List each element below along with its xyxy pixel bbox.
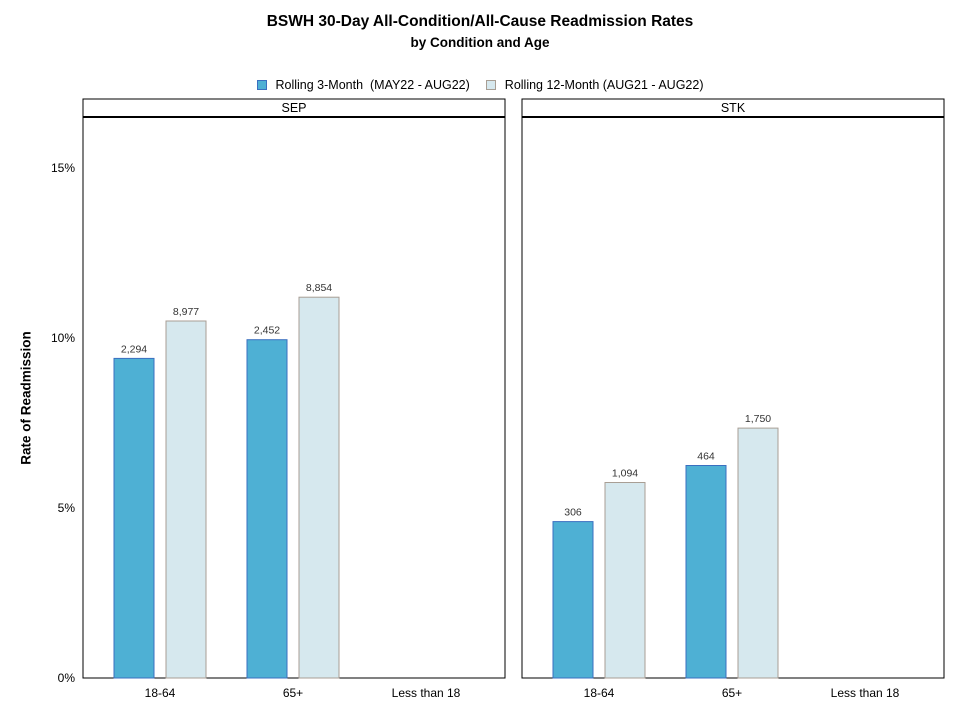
legend-item-series2: Rolling 12-Month (AUG21 - AUG22)	[485, 78, 704, 92]
bar-stk-65+-s1	[685, 465, 727, 679]
legend-swatch-series2	[485, 80, 496, 90]
x-tick-label: 65+	[722, 686, 742, 700]
bar-sep-18-64-s2	[165, 320, 207, 679]
data-label: 1,750	[745, 413, 771, 425]
legend-label-series2: Rolling 12-Month (AUG21 - AUG22)	[504, 78, 704, 92]
data-label: 8,854	[306, 282, 332, 294]
bar-sep-18-64-s1	[113, 357, 155, 679]
legend-item-series1: Rolling 3-Month (MAY22 - AUG22)	[256, 78, 470, 92]
y-tick-label: 0%	[58, 671, 76, 685]
x-tick-label: Less than 18	[392, 686, 461, 700]
panel-title-sep: SEP	[281, 101, 306, 115]
legend-swatch-series1	[256, 80, 267, 90]
data-label: 2,452	[254, 325, 280, 337]
x-tick-label: 18-64	[145, 686, 176, 700]
y-tick-label: 10%	[51, 331, 75, 345]
data-label: 2,294	[121, 343, 147, 355]
x-tick-label: Less than 18	[831, 686, 900, 700]
data-label: 306	[564, 507, 582, 519]
bar-stk-18-64-s1	[552, 521, 594, 679]
data-label: 1,094	[612, 468, 638, 480]
panel-title-stk: STK	[721, 101, 746, 115]
bar-stk-65+-s2	[737, 427, 779, 679]
legend-label-series1: Rolling 3-Month (MAY22 - AUG22)	[275, 78, 470, 92]
bar-sep-65+-s1	[246, 339, 288, 679]
x-tick-label: 65+	[283, 686, 303, 700]
bar-sep-65+-s2	[298, 296, 340, 679]
legend: Rolling 3-Month (MAY22 - AUG22) Rolling …	[0, 78, 960, 92]
data-label: 8,977	[173, 306, 199, 318]
x-tick-label: 18-64	[584, 686, 615, 700]
y-tick-label: 15%	[51, 161, 75, 175]
data-label: 464	[697, 451, 715, 463]
chart-title: BSWH 30-Day All-Condition/All-Cause Read…	[266, 13, 694, 30]
bar-stk-18-64-s2	[604, 482, 646, 679]
chart-subtitle: by Condition and Age	[410, 35, 550, 50]
y-tick-label: 5%	[58, 501, 76, 515]
